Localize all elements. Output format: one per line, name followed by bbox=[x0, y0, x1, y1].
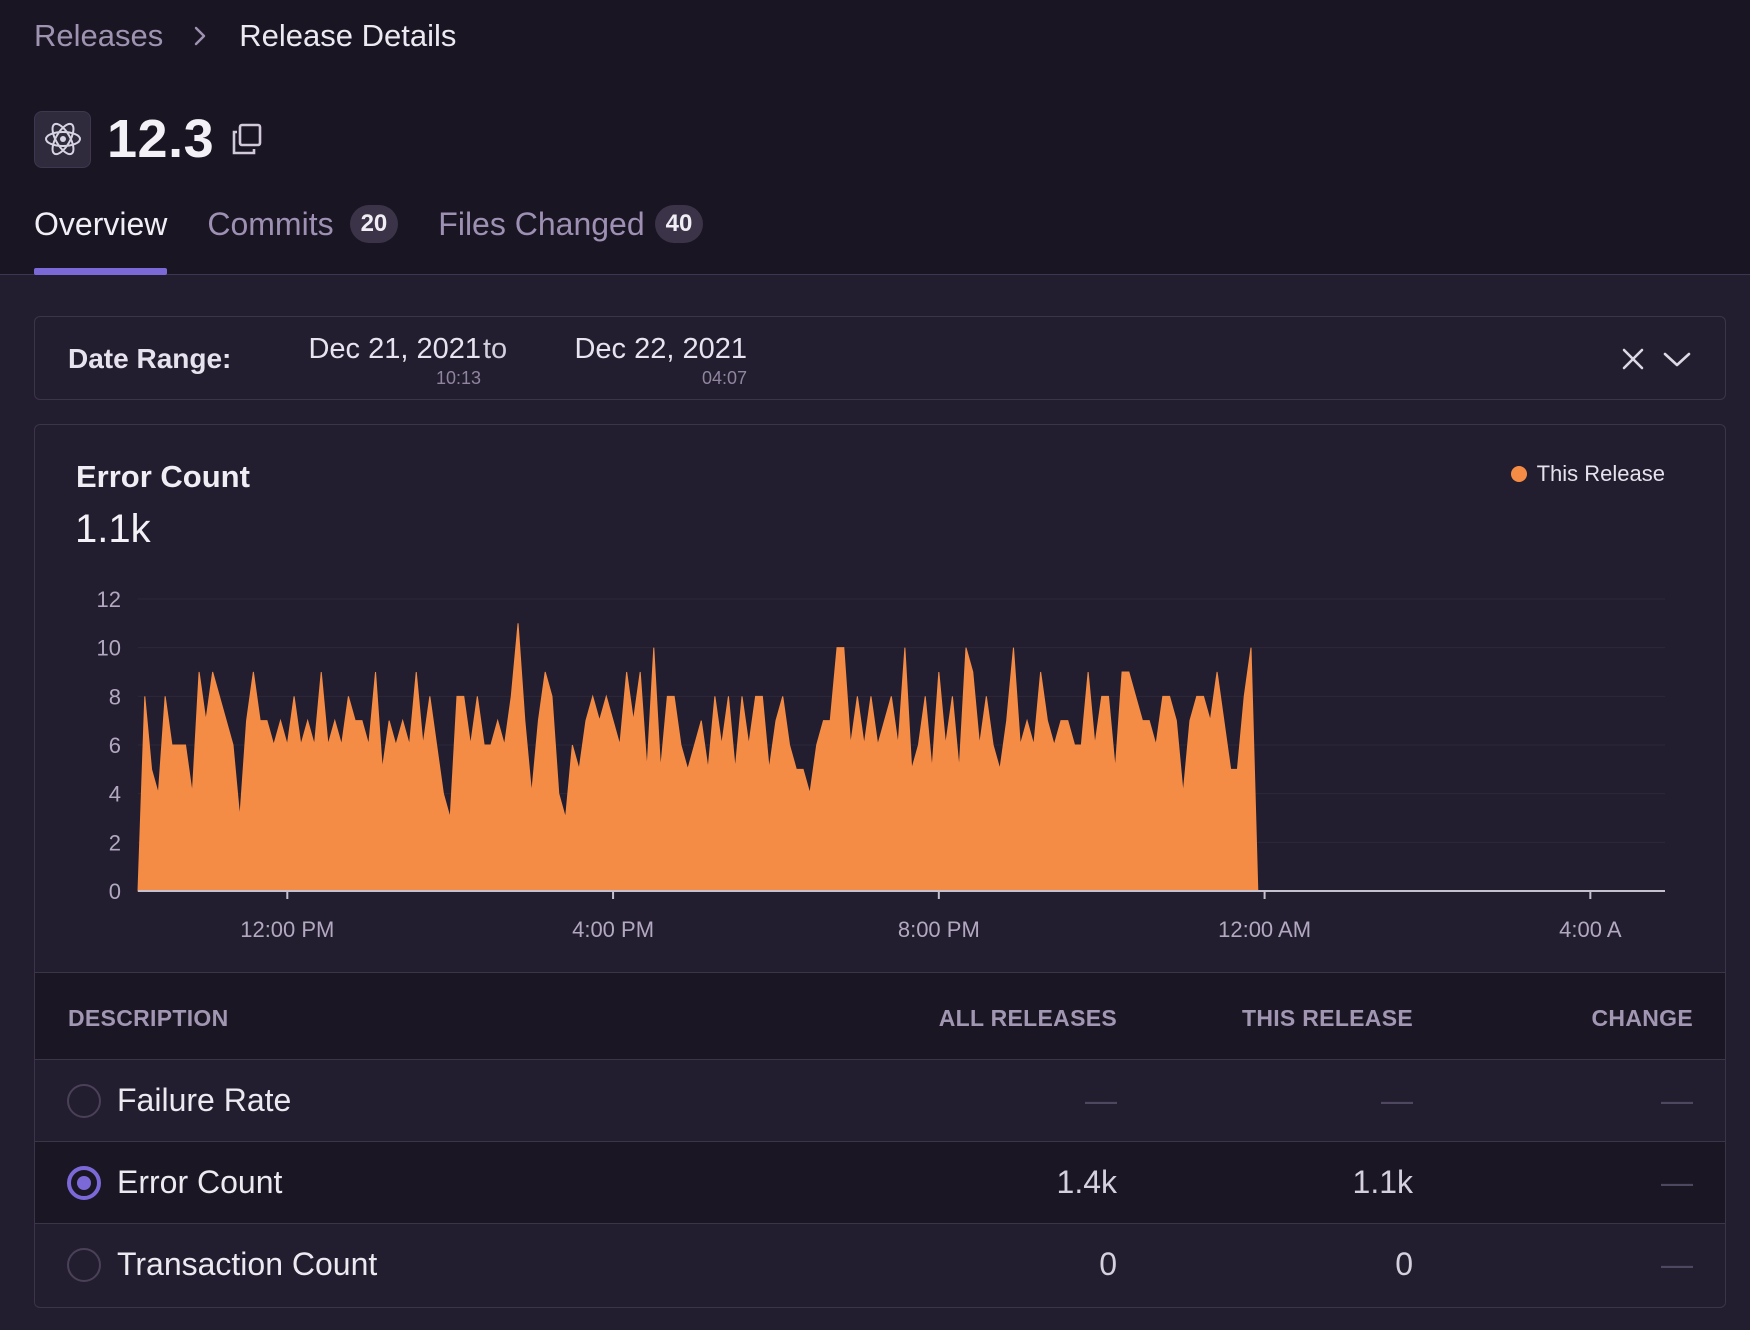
row-label: Transaction Count bbox=[117, 1246, 378, 1282]
breadcrumb-current: Release Details bbox=[239, 18, 457, 53]
y-tick-label: 2 bbox=[109, 830, 121, 855]
y-tick-label: 12 bbox=[97, 587, 121, 612]
y-tick-label: 8 bbox=[109, 684, 121, 709]
this-release-value: 1.1k bbox=[1352, 1164, 1413, 1200]
end-time-value: 04:07 bbox=[701, 368, 747, 388]
tab-commits[interactable]: Commits 20 bbox=[207, 200, 399, 248]
chart-total: 1.1k bbox=[75, 507, 151, 551]
tab-label: Overview bbox=[34, 205, 168, 242]
chart-title: Error Count bbox=[76, 459, 250, 494]
chart-legend[interactable]: This Release bbox=[1510, 461, 1665, 487]
start-date[interactable]: Dec 21, 2021 10:13 bbox=[285, 333, 481, 389]
table-header: DESCRIPTION ALL RELEASES THIS RELEASE CH… bbox=[35, 972, 1725, 1060]
date-range-to: to bbox=[483, 333, 508, 365]
change-value: — bbox=[1661, 1164, 1693, 1200]
table-row-transaction-count[interactable]: Transaction Count 0 0 — bbox=[35, 1224, 1725, 1306]
tab-label: Files Changed bbox=[438, 205, 645, 242]
this-release-value: 0 bbox=[1395, 1246, 1413, 1282]
row-label: Failure Rate bbox=[117, 1082, 292, 1118]
start-time-value: 10:13 bbox=[435, 368, 481, 388]
x-tick-label: 4:00 A bbox=[1559, 917, 1622, 942]
date-range-selector[interactable]: Date Range: Dec 21, 2021 10:13 to Dec 22… bbox=[34, 316, 1726, 400]
start-date-value: Dec 21, 2021 bbox=[308, 333, 481, 365]
radio-error-count[interactable] bbox=[67, 1166, 101, 1200]
tab-files-changed[interactable]: Files Changed 40 bbox=[438, 200, 704, 248]
copy-icon[interactable] bbox=[230, 122, 264, 156]
header-all-releases[interactable]: ALL RELEASES bbox=[938, 1005, 1117, 1031]
change-value: — bbox=[1661, 1246, 1693, 1282]
error-count-chart[interactable]: 0 2 4 6 8 10 12 12:00 PM 4:00 PM 8:00 PM 12:00 AM 4… bbox=[35, 425, 1725, 965]
header-this-release[interactable]: THIS RELEASE bbox=[1241, 1005, 1413, 1031]
close-icon[interactable] bbox=[1617, 343, 1649, 375]
x-tick-label: 12:00 AM bbox=[1218, 917, 1311, 942]
radio-failure-rate[interactable] bbox=[67, 1084, 101, 1118]
x-tick-label: 4:00 PM bbox=[572, 917, 654, 942]
electron-atom-icon bbox=[34, 110, 91, 168]
commits-count-badge: 20 bbox=[349, 205, 399, 243]
files-changed-count-badge: 40 bbox=[654, 205, 704, 243]
tab-label: Commits bbox=[207, 205, 334, 242]
table-row-error-count[interactable]: Error Count 1.4k 1.1k — bbox=[35, 1142, 1725, 1224]
end-date-value: Dec 22, 2021 bbox=[574, 333, 747, 365]
chevron-right-icon bbox=[195, 26, 206, 46]
radio-transaction-count[interactable] bbox=[67, 1248, 101, 1282]
breadcrumb-releases-link[interactable]: Releases bbox=[34, 18, 164, 53]
y-tick-label: 6 bbox=[109, 733, 121, 758]
comparison-table: DESCRIPTION ALL RELEASES THIS RELEASE CH… bbox=[35, 972, 1725, 1306]
release-title-row: 12.3 bbox=[34, 109, 264, 169]
x-tick-label: 8:00 PM bbox=[898, 917, 980, 942]
legend-label: This Release bbox=[1536, 461, 1665, 486]
table-row-failure-rate[interactable]: Failure Rate — — — bbox=[35, 1060, 1725, 1142]
release-tabs: Overview Commits 20 Files Changed 40 bbox=[34, 200, 743, 275]
all-releases-value: 0 bbox=[1099, 1246, 1117, 1282]
change-value: — bbox=[1661, 1082, 1693, 1118]
y-tick-label: 4 bbox=[109, 782, 121, 807]
release-version: 12.3 bbox=[107, 109, 215, 169]
legend-dot bbox=[1510, 466, 1527, 482]
this-release-value: — bbox=[1381, 1082, 1413, 1118]
y-tick-label: 0 bbox=[109, 879, 121, 904]
chevron-down-icon[interactable] bbox=[1661, 343, 1693, 375]
all-releases-value: 1.4k bbox=[1056, 1164, 1117, 1200]
series-area-this-release bbox=[137, 623, 1665, 892]
all-releases-value: — bbox=[1085, 1082, 1117, 1118]
y-tick-label: 10 bbox=[97, 636, 121, 661]
end-date[interactable]: Dec 22, 2021 04:07 bbox=[545, 333, 747, 389]
release-comparison-panel: Error Count 1.1k This Release 0 2 4 6 8 10 12 1… bbox=[34, 424, 1726, 1308]
row-label: Error Count bbox=[117, 1164, 283, 1200]
date-range-label: Date Range: bbox=[68, 343, 232, 374]
breadcrumb: Releases Release Details bbox=[34, 18, 456, 54]
page-header: Releases Release Details 12.3 Overview bbox=[0, 0, 1750, 275]
x-tick-label: 12:00 PM bbox=[240, 917, 334, 942]
tab-overview[interactable]: Overview bbox=[34, 200, 168, 275]
header-description[interactable]: DESCRIPTION bbox=[68, 1005, 229, 1031]
header-change[interactable]: CHANGE bbox=[1591, 1005, 1693, 1031]
